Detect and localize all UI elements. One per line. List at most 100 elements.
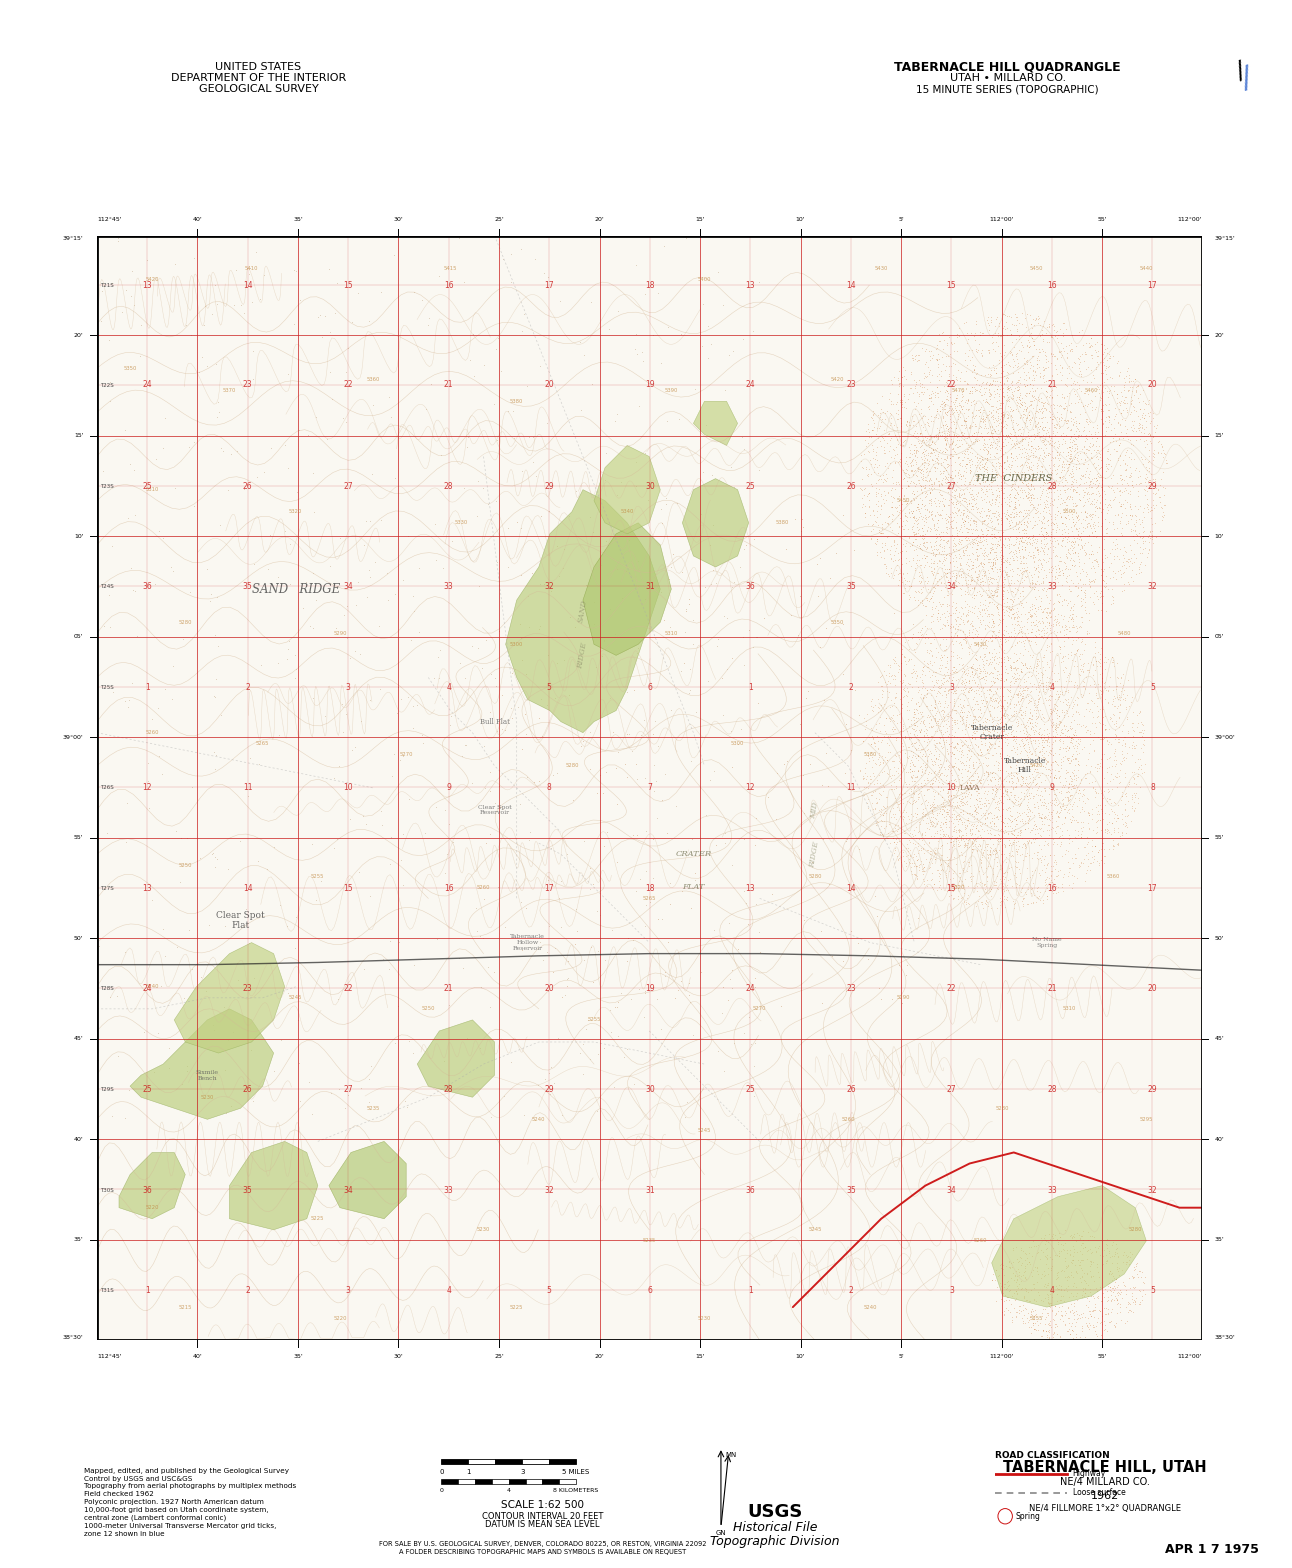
Point <box>902 660 922 685</box>
Point <box>990 886 1010 911</box>
Point <box>946 364 966 389</box>
Point <box>956 858 977 883</box>
Point <box>911 717 932 742</box>
Point <box>1081 699 1102 724</box>
Point <box>1136 392 1156 417</box>
Point <box>1016 398 1036 423</box>
Point <box>1062 510 1083 535</box>
Point <box>1068 575 1089 601</box>
Point <box>966 797 987 822</box>
Point <box>919 475 939 500</box>
Text: 17: 17 <box>1147 884 1158 892</box>
Point <box>1009 681 1030 706</box>
Point <box>1022 1228 1043 1253</box>
Point <box>919 394 939 419</box>
Point <box>1034 887 1054 913</box>
Point <box>1089 585 1110 610</box>
Point <box>1096 1226 1116 1251</box>
Point <box>1090 580 1111 605</box>
Point <box>977 695 997 720</box>
Point <box>946 629 966 654</box>
Point <box>1025 883 1045 908</box>
Point <box>978 434 999 459</box>
Point <box>1092 558 1112 583</box>
Point <box>946 544 966 569</box>
Point <box>540 836 561 861</box>
Point <box>1054 677 1075 702</box>
Point <box>935 386 956 411</box>
Point <box>1053 420 1074 445</box>
Point <box>1090 491 1111 516</box>
Point <box>920 558 941 583</box>
Point <box>1035 378 1056 403</box>
Point <box>1000 1251 1021 1276</box>
Point <box>942 458 963 483</box>
Point <box>999 594 1019 619</box>
Point <box>911 666 932 691</box>
Point <box>959 472 979 497</box>
Point <box>1132 718 1152 743</box>
Point <box>953 873 974 898</box>
Text: 0: 0 <box>439 1488 443 1493</box>
Point <box>1028 820 1049 845</box>
Point <box>1120 441 1141 466</box>
Point <box>1026 351 1047 376</box>
Point <box>871 481 891 506</box>
Point <box>1116 555 1137 580</box>
Point <box>934 793 955 818</box>
Point <box>1048 612 1068 637</box>
Point <box>408 619 429 644</box>
Point <box>1008 630 1028 655</box>
Point <box>974 486 995 511</box>
Point <box>1079 1289 1099 1314</box>
Point <box>1040 433 1061 458</box>
Point <box>937 372 957 397</box>
Point <box>1023 426 1044 452</box>
Point <box>1056 332 1076 358</box>
Point <box>1052 844 1072 869</box>
Point <box>1019 508 1040 533</box>
Point <box>974 779 995 804</box>
Point <box>1059 826 1080 851</box>
Point <box>1075 1234 1096 1259</box>
Point <box>897 718 917 743</box>
Point <box>986 622 1006 648</box>
Point <box>983 549 1004 574</box>
Point <box>907 342 928 367</box>
Point <box>1026 337 1047 362</box>
Point <box>978 339 999 364</box>
Point <box>994 486 1014 511</box>
Point <box>1150 441 1171 466</box>
Point <box>1054 1311 1075 1336</box>
Point <box>952 422 973 447</box>
Point <box>1039 739 1059 764</box>
Point <box>1036 379 1057 405</box>
Point <box>1012 555 1032 580</box>
Point <box>926 397 947 422</box>
Point <box>487 549 508 574</box>
Point <box>428 666 448 691</box>
Point <box>1005 633 1026 659</box>
Point <box>854 765 875 790</box>
Point <box>908 706 929 731</box>
Point <box>1083 568 1103 593</box>
Point <box>939 362 960 387</box>
Point <box>886 389 907 414</box>
Point <box>851 494 872 519</box>
Point <box>1065 1275 1085 1300</box>
Point <box>987 677 1008 702</box>
Point <box>911 397 932 422</box>
Point <box>1087 693 1107 718</box>
Point <box>979 842 1000 867</box>
Point <box>1025 571 1045 596</box>
Point <box>1017 720 1037 745</box>
Text: 32: 32 <box>1147 582 1158 591</box>
Point <box>1012 677 1032 702</box>
Text: ROAD CLASSIFICATION: ROAD CLASSIFICATION <box>995 1450 1110 1460</box>
Point <box>965 517 986 543</box>
Point <box>1014 510 1035 535</box>
Point <box>1044 674 1065 699</box>
Point <box>912 519 933 544</box>
Point <box>1097 815 1118 840</box>
Point <box>1087 461 1107 486</box>
